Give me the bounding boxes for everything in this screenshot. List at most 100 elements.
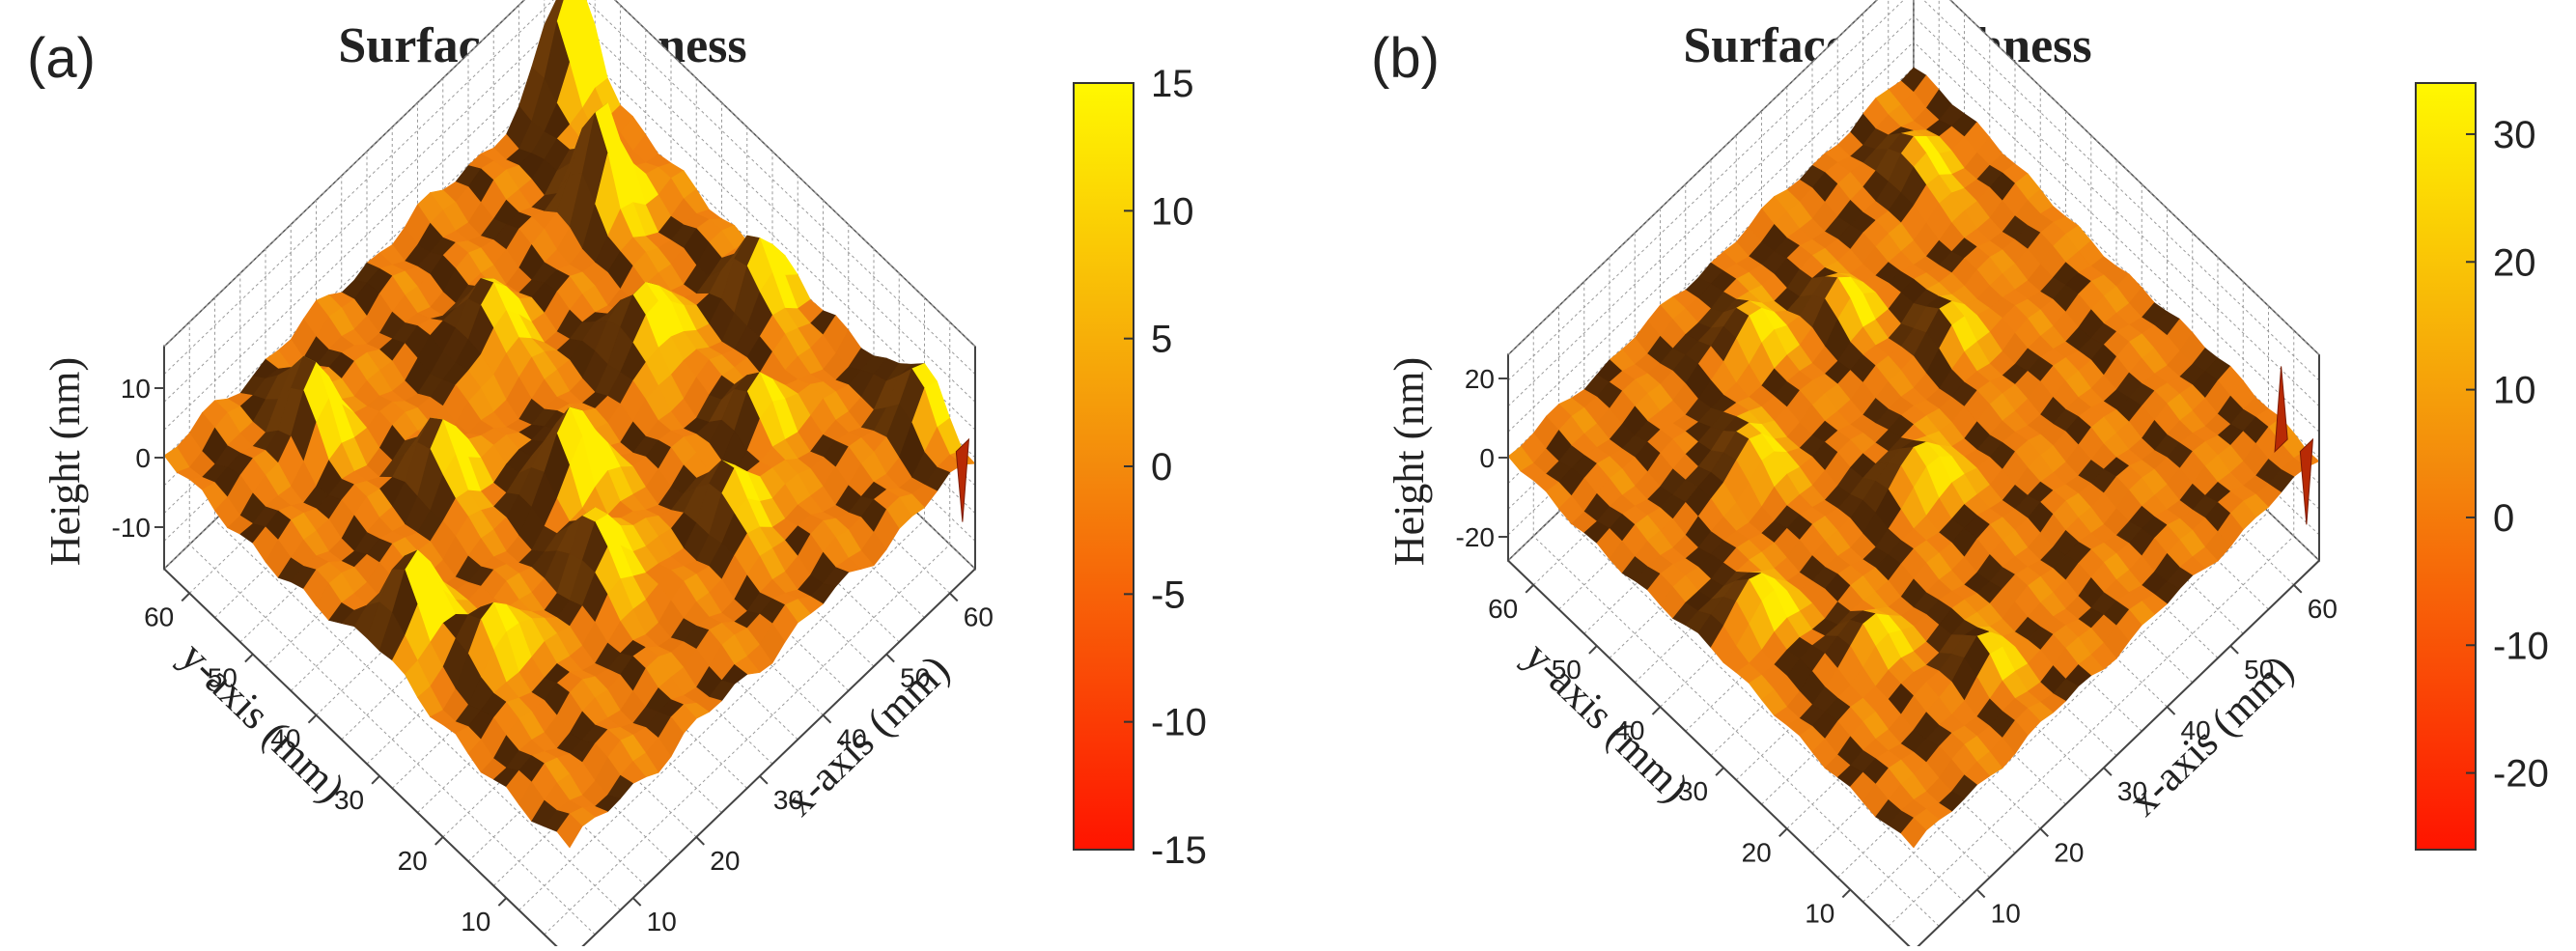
panel-a-cbar-tick-label: 10	[1151, 190, 1194, 233]
panel-a-xtick-label: 20	[710, 846, 740, 876]
panel-a-ztick-label: 10	[121, 374, 151, 404]
panel-b-xtick-label: 50	[2244, 655, 2274, 685]
panel-b-ztick-label: 0	[1479, 443, 1495, 473]
panel-a-ytick-label: 20	[398, 846, 428, 876]
panel-b-xtick-mark	[2039, 827, 2049, 838]
panel-b-xtick-mark	[2166, 706, 2176, 715]
panel-b: (b) Surface Roughness 010203040506001020…	[1371, 0, 2549, 951]
panel-a-ztick-label: -10	[112, 513, 151, 543]
panel-b-label: (b)	[1371, 27, 1440, 90]
panel-a-cbar-tick-label: -5	[1151, 573, 1186, 616]
panel-a-surface-cell	[556, 813, 583, 849]
panel-b-grid-line	[1507, 0, 1905, 381]
panel-a-ytick-mark	[307, 713, 318, 724]
panel-a-ytick-mark	[434, 836, 444, 846]
panel-b-grid-line	[1532, 535, 1940, 927]
panel-b-xtick-mark	[2229, 645, 2239, 655]
panel-b-xtick-mark	[2293, 584, 2303, 594]
panel-a-grid-line	[163, 39, 571, 431]
panel-b-cbar-tick-label: 10	[2493, 370, 2536, 412]
panel-b-ytick-mark	[1588, 645, 1598, 655]
panel-b-xtick-label: 40	[2181, 715, 2211, 745]
panel-a-xtick-mark	[695, 836, 705, 846]
panel-a-xtick-label: 60	[964, 601, 994, 631]
panel-b-xtick-label: 60	[2308, 594, 2338, 624]
panel-a-surface	[163, 0, 976, 849]
panel-a-ytick-label: 10	[461, 907, 490, 937]
panel-a-xtick-mark	[759, 775, 769, 785]
panel-a-ytick-label: 50	[208, 663, 238, 693]
panel-a-grid-line	[569, 12, 976, 403]
panel-a-ytick-mark	[181, 592, 190, 602]
panel-b-cbar-tick-label: 30	[2493, 114, 2536, 156]
panel-b-grid-line	[1507, 41, 1915, 433]
panel-a-ztick-label: 0	[135, 443, 151, 473]
panel-a-ytick-label: 30	[334, 785, 364, 815]
panel-b-box-edge	[1507, 559, 1915, 951]
panel-b-ytick-mark	[1715, 767, 1724, 776]
panel-b-xtick-mark	[2103, 767, 2113, 776]
panel-a-ytick-label: 40	[270, 724, 300, 754]
panel-a-grid-line	[163, 0, 525, 348]
panel-b-ytick-label: 30	[1678, 776, 1708, 806]
panel-b-xtick-label: 10	[1991, 898, 2021, 928]
panel-b-xtick-label: 20	[2054, 837, 2084, 867]
panel-b-grid-line	[1922, 0, 2320, 381]
panel-a-cbar-tick-label: -10	[1151, 702, 1207, 744]
panel-b-grid-line	[1558, 511, 1965, 903]
panel-a-grid-line	[163, 67, 571, 459]
panel-a-cbar-tick-label: 5	[1151, 319, 1172, 361]
panel-a-grid-line	[518, 519, 925, 911]
panel-a-grid-line	[163, 12, 571, 403]
panel-a-ytick-mark	[371, 775, 380, 785]
panel-a-box-edge	[163, 568, 563, 951]
panel-b-grid-line	[1913, 15, 2320, 407]
panel-b-colorbar-bar	[2415, 82, 2477, 851]
panel-b-ytick-mark	[1778, 827, 1788, 838]
panel-b-ztick-label: 20	[1465, 364, 1495, 394]
panel-b-ytick-label: 40	[1614, 715, 1644, 745]
panel-a-xtick-label: 10	[647, 907, 677, 937]
panel-b-grid-line	[1913, 41, 2320, 433]
panel-a-xtick-label: 40	[837, 724, 867, 754]
panel-b-ytick-label: 20	[1742, 837, 1772, 867]
panel-a-xtick-mark	[885, 653, 895, 663]
panel-b-ytick-label: 10	[1805, 898, 1834, 928]
panel-b-ztick-label: -20	[1456, 522, 1495, 552]
panel-b-grid-line	[1507, 67, 1915, 459]
panel-b-xtick-mark	[1975, 888, 1986, 899]
panel-a-grid-line	[188, 544, 596, 936]
panel-b-ytick-label: 60	[1488, 594, 1518, 624]
panel-b-grid-line	[1507, 15, 1915, 407]
panel-a-ytick-label: 60	[144, 601, 174, 631]
panel-a-xtick-label: 30	[773, 785, 803, 815]
panel-a-label: (a)	[27, 27, 96, 90]
panel-b-ytick-mark	[1525, 584, 1534, 594]
panel-b-spike-down	[2299, 437, 2314, 525]
panel-a-grid-line	[544, 544, 951, 936]
panel-a-colorbar-bar	[1073, 82, 1134, 851]
panel-b-box-edge	[1913, 559, 2320, 951]
panel-b-spike-up	[2274, 366, 2288, 453]
panel-b-cbar-tick-label: 20	[2493, 241, 2536, 284]
panel-a-xtick-label: 50	[900, 663, 930, 693]
panel-a-xtick-mark	[822, 713, 832, 724]
panel-a: (a) Surface Roughness 010203040506001020…	[27, 0, 1207, 951]
panel-b-grid-line	[1888, 535, 2295, 927]
panel-b-surface-cell	[1900, 817, 1927, 849]
panel-b-cbar-tick-label: 0	[2493, 497, 2514, 540]
panel-b-xtick-label: 30	[2117, 776, 2147, 806]
panel-a-cbar-tick-label: -15	[1151, 829, 1207, 872]
panel-b-ytick-label: 50	[1552, 655, 1582, 685]
panel-a-cbar-tick-label: 15	[1151, 63, 1194, 105]
panel-b-grid-line	[1507, 0, 1878, 355]
panel-a-box-edge	[576, 568, 976, 951]
panel-b-colorbar: 30 20 10 0 -10 -20	[2415, 82, 2549, 851]
panel-b-surface	[1507, 67, 2320, 849]
panel-a-grid-line	[614, 0, 976, 348]
